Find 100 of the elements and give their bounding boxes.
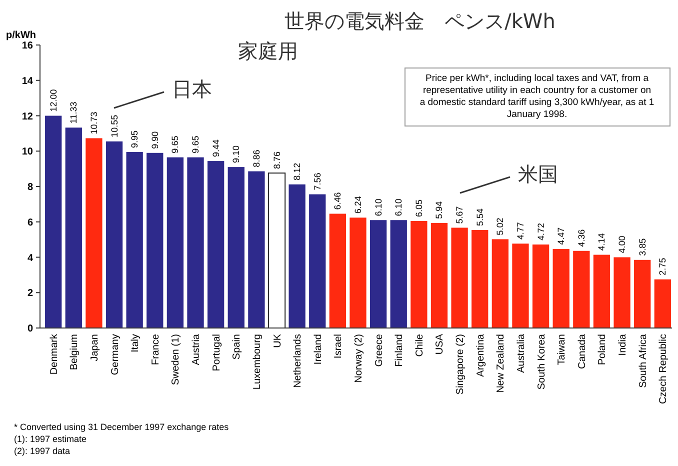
x-tick-label: Denmark: [48, 333, 60, 375]
data-label: 9.10: [231, 146, 242, 164]
bar: [187, 157, 204, 328]
x-tick-label: Japan: [89, 334, 100, 362]
y-tick-label: 4: [27, 252, 34, 264]
data-label: 8.12: [292, 162, 302, 180]
x-tick-label: Luxembourg: [252, 334, 263, 390]
data-label: 5.67: [454, 206, 465, 224]
data-label: 5.54: [474, 208, 485, 226]
x-tick-label: South Korea: [536, 334, 548, 390]
text: (2): 1997 data: [14, 446, 70, 456]
bar: [573, 250, 590, 328]
x-tick-label: Israel: [333, 334, 344, 358]
data-label: 12.00: [48, 89, 58, 112]
x-tick-label: Czech Republic: [658, 334, 670, 404]
bar: [65, 128, 82, 328]
bar: [45, 116, 62, 328]
data-label: 4.36: [576, 229, 586, 247]
x-tick-label: UK: [272, 334, 284, 348]
bar: [593, 254, 610, 328]
data-label: 6.10: [394, 198, 404, 216]
y-tick-label: 2: [27, 288, 34, 300]
x-tick-label: Ireland: [312, 334, 324, 365]
data-label: 4.47: [556, 227, 566, 245]
data-label: 6.24: [353, 196, 363, 214]
bar: [451, 228, 468, 328]
bar: [512, 244, 529, 328]
bar: [492, 239, 508, 328]
x-tick-label: Singapore (2): [455, 334, 466, 395]
bar: [634, 260, 651, 328]
x-tick-label: India: [618, 334, 629, 356]
y-tick-label: 12: [22, 111, 34, 122]
x-tick-label: Sweden (1): [170, 334, 182, 386]
bar: [532, 244, 550, 328]
annotation: 日本: [172, 77, 212, 101]
x-tick-label: Canada: [576, 334, 588, 370]
bar: [472, 230, 488, 328]
data-label: 3.85: [637, 238, 648, 256]
data-label: 4.77: [515, 222, 526, 240]
data-label: 7.56: [312, 172, 322, 190]
bar: [248, 171, 265, 328]
y-tick-label: 6: [27, 217, 34, 228]
data-label: 9.65: [190, 136, 201, 154]
bar: [370, 220, 387, 328]
data-label: 10.55: [109, 114, 120, 138]
x-tick-label: Spain: [232, 334, 243, 360]
y-axis-title: p/kWh: [6, 30, 36, 41]
x-tick-label: Netherlands: [292, 334, 304, 388]
bar: [166, 157, 184, 328]
bar: [106, 141, 123, 328]
data-label: 10.73: [88, 112, 99, 134]
bar: [288, 184, 306, 328]
bar: [146, 152, 164, 328]
bar: [614, 257, 630, 328]
chart-title: 世界の電気料金 ペンス/kWh: [284, 9, 556, 33]
text: * Converted using 31 December 1997 exchange rates: [14, 422, 230, 432]
y-tick-label: 10: [22, 146, 34, 158]
data-label: 6.10: [373, 198, 384, 216]
data-label: 9.44: [210, 140, 221, 158]
x-tick-label: South Africa: [638, 334, 649, 388]
data-label: 4.72: [536, 222, 546, 241]
bar: [228, 167, 244, 328]
bar: [430, 222, 448, 328]
bar: [126, 152, 143, 328]
x-tick-label: France: [150, 334, 162, 366]
data-label: 6.46: [332, 192, 343, 210]
x-tick-label: Australia: [516, 334, 527, 373]
data-label: 11.33: [68, 102, 79, 124]
data-label: 9.90: [150, 131, 160, 149]
x-tick-label: Germany: [110, 334, 121, 376]
x-tick-label: Italy: [130, 334, 142, 352]
bar: [654, 279, 671, 328]
data-label: 9.65: [170, 136, 180, 154]
data-label: 2.75: [658, 258, 668, 276]
x-tick-label: Norway (2): [354, 334, 364, 383]
y-tick-label: 8: [27, 182, 34, 193]
x-tick-label: Finland: [394, 334, 406, 367]
y-tick-label: 16: [22, 40, 34, 52]
bar: [350, 218, 366, 328]
data-label: 8.86: [251, 150, 262, 168]
data-label: 4.00: [617, 236, 628, 254]
x-tick-label: Chile: [414, 334, 426, 357]
x-tick-label: New Zealand: [496, 334, 507, 393]
bar: [390, 220, 407, 328]
x-tick-label: Greece: [374, 334, 385, 367]
bar: [329, 214, 346, 328]
text: (1): 1997 estimate: [14, 434, 87, 444]
bar: [208, 161, 224, 328]
bar: [552, 248, 570, 328]
data-label: 6.05: [414, 199, 424, 217]
x-tick-label: Belgium: [69, 334, 80, 370]
data-label: 8.76: [272, 152, 282, 170]
x-tick-label: Argentina: [475, 334, 486, 377]
x-tick-label: Poland: [597, 334, 608, 366]
chart-subtitle: 家庭用: [238, 39, 298, 63]
x-tick-label: Austria: [191, 334, 202, 366]
data-label: 5.02: [495, 218, 506, 236]
bar: [268, 172, 286, 328]
bar: [86, 138, 102, 328]
x-tick-label: Taiwan: [556, 334, 568, 366]
